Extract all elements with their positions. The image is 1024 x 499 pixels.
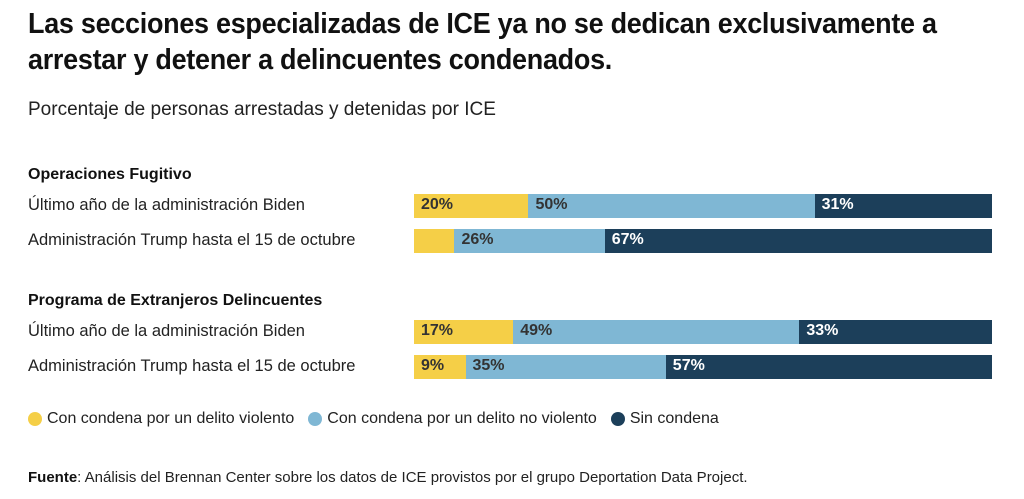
- segment-nonviolent: 49%: [513, 320, 800, 344]
- segment-violent: [414, 229, 455, 253]
- data-label: 50%: [535, 196, 568, 213]
- segment-none: 67%: [604, 229, 992, 253]
- data-label: 35%: [472, 357, 505, 374]
- row-label: Administración Trump hasta el 15 de octu…: [28, 357, 356, 375]
- stacked-bar: 26% 67%: [414, 229, 992, 253]
- row-label: Último año de la administración Biden: [28, 322, 305, 340]
- segment-none: 33%: [799, 320, 992, 344]
- row-label: Administración Trump hasta el 15 de octu…: [28, 231, 356, 249]
- segment-nonviolent: 26%: [454, 229, 605, 253]
- row-label: Último año de la administración Biden: [28, 196, 305, 214]
- segment-violent: 20%: [414, 194, 529, 218]
- segment-none: 57%: [665, 355, 992, 379]
- segment-nonviolent: 50%: [528, 194, 815, 218]
- data-label: 31%: [821, 196, 854, 213]
- legend-dot-icon: [308, 412, 323, 426]
- segment-nonviolent: 35%: [465, 355, 666, 379]
- chart-title: Las secciones especializadas de ICE ya n…: [28, 8, 937, 76]
- data-label: 49%: [520, 322, 553, 339]
- segment-violent: 17%: [414, 320, 514, 344]
- group-title-fugitivo: Operaciones Fugitivo: [28, 166, 192, 183]
- legend-item-violent: Con condena por un delito violento: [28, 410, 294, 428]
- stacked-bar: 9% 35% 57%: [414, 355, 992, 379]
- legend-dot-icon: [28, 412, 42, 426]
- legend-label: Sin condena: [629, 410, 719, 427]
- data-label: 26%: [461, 231, 494, 248]
- data-label: 20%: [421, 196, 454, 213]
- source-note: Fuente: Análisis del Brennan Center sobr…: [28, 469, 748, 486]
- legend-item-nonviolent: Con condena por un delito no violento: [308, 410, 597, 428]
- stacked-bar: 20% 50% 31%: [414, 194, 992, 218]
- data-label: 33%: [806, 322, 839, 339]
- source-label: Fuente: [28, 469, 78, 486]
- data-label: 17%: [421, 322, 454, 339]
- chart-subtitle: Porcentaje de personas arrestadas y dete…: [28, 99, 496, 120]
- legend-label: Con condena por un delito violento: [47, 410, 295, 427]
- legend: Con condena por un delito violento Con c…: [28, 410, 733, 428]
- source-text: : Análisis del Brennan Center sobre los …: [77, 469, 748, 486]
- legend-label: Con condena por un delito no violento: [327, 410, 597, 427]
- data-label: 67%: [611, 231, 644, 248]
- segment-violent: 9%: [414, 355, 466, 379]
- stacked-bar: 17% 49% 33%: [414, 320, 992, 344]
- data-label: 57%: [672, 357, 705, 374]
- segment-none: 31%: [814, 194, 992, 218]
- data-label: 9%: [421, 357, 445, 374]
- legend-item-none: Sin condena: [610, 410, 719, 428]
- group-title-extranjeros: Programa de Extranjeros Delincuentes: [28, 292, 323, 309]
- legend-dot-icon: [610, 412, 625, 426]
